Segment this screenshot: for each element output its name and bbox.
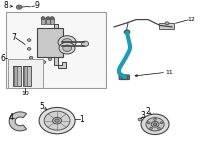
Circle shape <box>147 122 150 124</box>
Text: 6: 6 <box>1 54 6 63</box>
Text: 7: 7 <box>12 33 17 42</box>
Circle shape <box>154 118 156 120</box>
Circle shape <box>146 118 164 131</box>
Text: 3: 3 <box>141 111 145 120</box>
Circle shape <box>29 56 33 59</box>
Circle shape <box>55 119 59 122</box>
Text: 1: 1 <box>80 115 84 124</box>
Circle shape <box>44 111 70 130</box>
Text: 11: 11 <box>166 70 173 75</box>
Circle shape <box>16 5 22 9</box>
Text: 4: 4 <box>9 113 14 122</box>
Text: 12: 12 <box>187 17 195 22</box>
Circle shape <box>33 61 37 63</box>
Circle shape <box>50 17 54 20</box>
Circle shape <box>59 42 75 54</box>
Bar <box>24 66 27 86</box>
Bar <box>50 18 54 24</box>
FancyBboxPatch shape <box>119 75 129 80</box>
Circle shape <box>165 22 169 25</box>
Circle shape <box>153 123 157 126</box>
Bar <box>13 66 21 86</box>
Circle shape <box>62 39 72 46</box>
Circle shape <box>63 45 71 51</box>
Bar <box>41 18 45 24</box>
Bar <box>46 18 50 24</box>
Circle shape <box>42 61 46 63</box>
Bar <box>6 12 106 88</box>
Circle shape <box>151 121 159 127</box>
Circle shape <box>27 47 31 50</box>
Circle shape <box>48 58 52 60</box>
Polygon shape <box>54 24 66 68</box>
FancyBboxPatch shape <box>159 23 174 29</box>
Circle shape <box>39 107 75 134</box>
Bar <box>8 59 43 88</box>
Circle shape <box>158 127 160 129</box>
Circle shape <box>18 6 20 8</box>
Text: 9: 9 <box>35 1 40 10</box>
Polygon shape <box>9 112 27 131</box>
Bar <box>14 66 17 86</box>
Circle shape <box>53 117 62 124</box>
Circle shape <box>46 17 50 20</box>
Circle shape <box>121 75 128 80</box>
Text: 5: 5 <box>40 102 45 111</box>
Circle shape <box>124 30 130 34</box>
Circle shape <box>138 118 142 121</box>
Circle shape <box>58 36 76 49</box>
Circle shape <box>150 127 152 129</box>
Circle shape <box>27 39 31 41</box>
Text: 10: 10 <box>21 91 29 96</box>
Text: 8: 8 <box>4 1 8 10</box>
Bar <box>23 66 31 86</box>
Circle shape <box>141 114 169 135</box>
Circle shape <box>81 41 89 46</box>
Circle shape <box>41 17 45 20</box>
FancyBboxPatch shape <box>37 28 63 57</box>
Text: 2: 2 <box>146 107 150 116</box>
Circle shape <box>160 122 163 124</box>
